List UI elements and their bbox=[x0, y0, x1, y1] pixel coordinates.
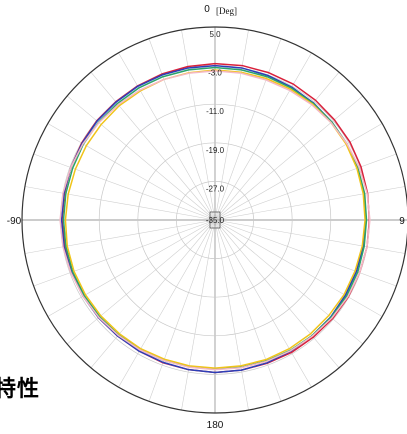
angle-gridline bbox=[47, 123, 216, 221]
radial-gridline bbox=[98, 103, 332, 337]
angle-gridline bbox=[214, 219, 312, 388]
angle-gridline bbox=[214, 38, 282, 221]
angle-gridline bbox=[214, 186, 406, 221]
radial-tick-label: -19.0 bbox=[206, 146, 225, 155]
angular-gridlines bbox=[22, 27, 407, 413]
angle-gridline bbox=[214, 219, 282, 402]
angle-gridline bbox=[214, 52, 312, 221]
angle-gridline bbox=[24, 219, 216, 254]
angle-gridline bbox=[214, 219, 383, 317]
angle-gridline bbox=[148, 219, 216, 402]
angle-gridline bbox=[181, 29, 216, 221]
radial-tick-label: -11.0 bbox=[206, 107, 224, 116]
angle-gridline bbox=[33, 153, 216, 221]
radial-gridline bbox=[137, 142, 293, 298]
angle-gridline bbox=[90, 71, 216, 221]
radial-tick-label: -35.0 bbox=[206, 216, 225, 225]
unit-label: [Deg] bbox=[216, 6, 237, 16]
radial-tick-label: -3.0 bbox=[208, 69, 222, 78]
series-line-4 bbox=[64, 69, 366, 369]
angle-gridline bbox=[214, 95, 364, 221]
angle-gridline bbox=[214, 71, 340, 221]
series-line-5 bbox=[59, 70, 371, 371]
angle-gridline bbox=[214, 219, 364, 345]
angle-gridline bbox=[118, 52, 216, 221]
radial-tick-labels: 5.0 -3.0 -11.0 -19.0 -27.0 -35.0 bbox=[206, 30, 225, 225]
angle-gridline bbox=[90, 219, 216, 369]
angle-gridline bbox=[214, 29, 249, 221]
angle-labels: 0 9 180 -90 bbox=[7, 4, 405, 431]
angle-gridline bbox=[214, 153, 397, 221]
angle-gridline bbox=[214, 219, 397, 287]
angle-gridline bbox=[66, 219, 216, 345]
angle-gridline bbox=[47, 219, 216, 317]
angle-gridline bbox=[214, 219, 249, 411]
radial-tick-label: 5.0 bbox=[209, 30, 221, 39]
angle-label: 0 bbox=[204, 4, 210, 15]
angle-gridline bbox=[33, 219, 216, 287]
angle-label: -90 bbox=[7, 216, 22, 227]
angle-gridline bbox=[148, 38, 216, 221]
angle-gridline bbox=[214, 219, 340, 369]
center-marker bbox=[209, 211, 221, 229]
series-layer bbox=[59, 62, 371, 374]
angle-gridline bbox=[24, 186, 216, 221]
angle-gridline bbox=[214, 219, 406, 254]
angle-label: 180 bbox=[207, 420, 224, 431]
angle-gridline bbox=[181, 219, 216, 411]
radial-tick-label: -27.0 bbox=[206, 184, 225, 193]
polar-outer-border bbox=[21, 26, 407, 414]
angle-gridline bbox=[118, 219, 216, 388]
angle-gridline bbox=[66, 95, 216, 221]
caption-text: 特性 bbox=[0, 377, 41, 402]
angle-label: 9 bbox=[399, 216, 405, 227]
radial-gridline bbox=[176, 181, 254, 259]
angle-gridline bbox=[214, 123, 383, 221]
